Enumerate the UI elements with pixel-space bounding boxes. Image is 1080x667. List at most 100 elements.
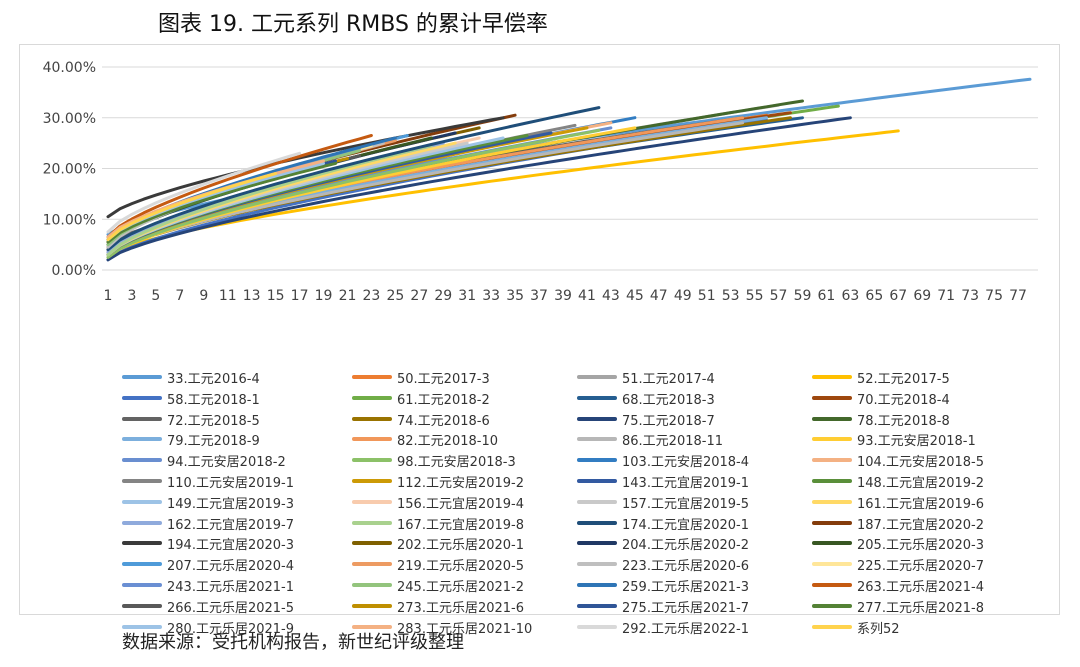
legend-label: 112.工元安居2019-2: [397, 476, 524, 491]
legend-swatch: [577, 395, 617, 400]
legend-label: 93.工元安居2018-1: [857, 434, 976, 450]
legend-swatch: [577, 416, 617, 421]
legend-label: 243.工元乐居2021-1: [167, 580, 294, 595]
legend-label: 156.工元宜居2019-4: [397, 496, 524, 512]
legend-swatch: [352, 603, 392, 608]
x-tick-label: 37: [530, 288, 548, 304]
legend-label: 78.工元2018-8: [857, 413, 950, 429]
x-tick-label: 59: [794, 288, 812, 304]
x-tick-label: 13: [243, 288, 261, 304]
x-tick-label: 7: [175, 288, 184, 304]
legend-label: 225.工元乐居2020-7: [857, 559, 984, 575]
legend-label: 110.工元安居2019-1: [167, 476, 294, 491]
source-note: 数据来源：受托机构报告，新世纪评级整理: [122, 632, 464, 653]
legend-label: 143.工元宜居2019-1: [622, 476, 749, 491]
legend-label: 52.工元2017-5: [857, 372, 950, 387]
legend-swatch: [352, 437, 392, 442]
legend-label: 263.工元乐居2021-4: [857, 580, 984, 595]
x-tick-label: 47: [650, 288, 668, 304]
legend-swatch: [122, 479, 162, 483]
x-tick-label: 19: [315, 288, 333, 304]
legend-label: 280.工元乐居2021-9: [167, 621, 294, 637]
x-tick-label: 17: [291, 288, 309, 304]
legend-label: 94.工元安居2018-2: [167, 455, 286, 471]
legend-label: 292.工元乐居2022-1: [622, 621, 749, 637]
legend-swatch: [122, 583, 162, 587]
series-line: [106, 129, 900, 257]
legend-label: 275.工元乐居2021-7: [622, 600, 749, 616]
y-tick-label: 20.00%: [43, 162, 96, 178]
x-tick-label: 29: [434, 288, 452, 304]
x-tick-label: 55: [746, 288, 764, 304]
legend-swatch: [122, 562, 162, 567]
legend-swatch: [352, 499, 392, 504]
line-chart: 0.00%10.00%20.00%30.00%40.00% 1 3 5 7 9 11 13 1…: [43, 60, 1038, 304]
legend-swatch: [577, 499, 617, 504]
x-tick-label: 49: [674, 288, 692, 304]
legend-label: 33.工元2016-4: [167, 372, 260, 387]
chart-area: 0.00% 10.00% 20.00% 30.00% 40.00% 1 3 5 7 9 11 13 1…: [19, 44, 1060, 637]
x-tick-label: 61: [818, 288, 836, 304]
legend-swatch: [122, 437, 162, 442]
series-line: [106, 116, 505, 219]
series-lines: [106, 77, 1032, 262]
x-tick-label: 9: [199, 288, 208, 304]
legend-swatch: [812, 520, 852, 525]
series-line: [106, 106, 601, 252]
x-tick-label: 63: [841, 288, 859, 304]
x-tick-label: 57: [770, 288, 788, 304]
x-tick-label: 53: [722, 288, 740, 304]
legend-label: 74.工元2018-6: [397, 413, 490, 429]
x-tick-label: 43: [602, 288, 620, 304]
x-tick-label: 41: [578, 288, 596, 304]
legend-label: 75.工元2018-7: [622, 413, 715, 429]
legend-swatch: [352, 375, 392, 379]
legend-swatch: [577, 520, 617, 525]
legend-swatch: [577, 562, 617, 567]
legend-label: 86.工元2018-11: [622, 434, 723, 450]
x-tick-label: 25: [386, 288, 404, 304]
series-line: [106, 151, 302, 234]
legend-swatch: [577, 458, 617, 463]
x-tick-label: 77: [1009, 288, 1027, 304]
legend-swatch: [352, 583, 392, 587]
legend-swatch: [122, 416, 162, 421]
x-tick-label: 23: [363, 288, 381, 304]
legend-label: 98.工元安居2018-3: [397, 455, 516, 471]
y-tick-label: 30.00%: [43, 111, 96, 127]
legend-label: 72.工元2018-5: [167, 413, 260, 429]
legend-swatch: [577, 624, 617, 629]
legend-swatch: [352, 624, 392, 629]
legend-label: 245.工元乐居2021-2: [397, 580, 524, 595]
legend-swatch: [577, 541, 617, 546]
figure-title: 图表 19. 工元系列 RMBS 的累计早偿率: [158, 12, 548, 37]
x-tick-label: 67: [889, 288, 907, 304]
legend-swatch: [577, 437, 617, 442]
legend-label: 187.工元宜居2020-2: [857, 517, 984, 533]
legend-swatch: [812, 562, 852, 567]
legend-swatch: [812, 395, 852, 400]
legend-label: 50.工元2017-3: [397, 372, 490, 387]
legend-swatch: [122, 541, 162, 546]
x-tick-label: 5: [151, 288, 160, 304]
y-tick-label: 0.00%: [52, 263, 96, 279]
x-tick-label: 71: [937, 288, 955, 304]
legend-label: 104.工元安居2018-5: [857, 455, 984, 471]
legend-label: 207.工元乐居2020-4: [167, 559, 294, 575]
legend-label: 205.工元乐居2020-3: [857, 538, 984, 554]
x-tick-label: 31: [458, 288, 476, 304]
x-tick-label: 3: [127, 288, 136, 304]
legend-label: 51.工元2017-4: [622, 372, 715, 387]
y-tick-label: 40.00%: [43, 60, 96, 76]
series-line: [106, 172, 278, 242]
y-axis-tick-labels: 0.00% 10.00% 20.00% 30.00% 40.00%: [43, 60, 96, 279]
x-tick-label: 75: [985, 288, 1003, 304]
x-tick-label: 33: [482, 288, 500, 304]
x-tick-label: 1: [104, 288, 113, 304]
legend-swatch: [352, 395, 392, 400]
legend-label: 162.工元宜居2019-7: [167, 517, 294, 533]
legend-swatch: [812, 541, 852, 546]
legend-label: 273.工元乐居2021-6: [397, 600, 524, 616]
legend-swatch: [352, 520, 392, 525]
legend-swatch: [122, 375, 162, 379]
